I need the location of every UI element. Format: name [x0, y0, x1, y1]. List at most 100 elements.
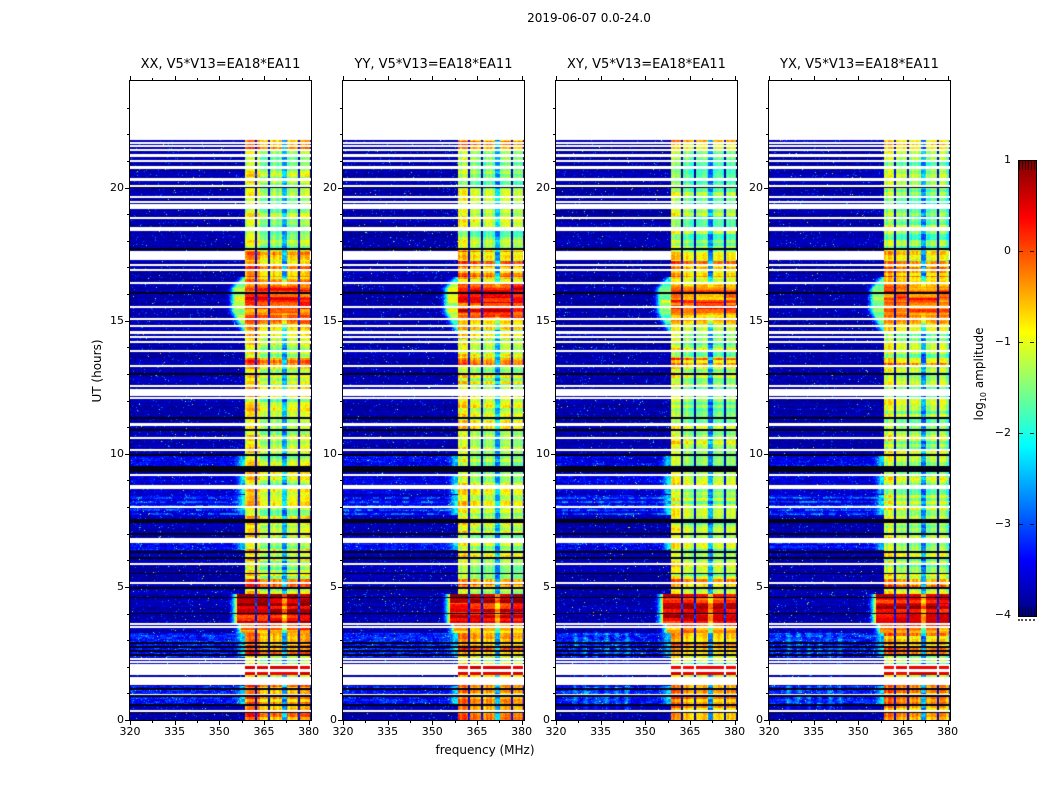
x-tick-label: 380 [298, 725, 320, 738]
y-tick-label: 15 [536, 313, 550, 327]
colorbar [1018, 160, 1037, 617]
y-minor-tick [766, 560, 768, 562]
x-tick-top [902, 76, 904, 80]
y-minor-tick [340, 400, 342, 402]
colorbar-tick-dash-right [1030, 524, 1034, 525]
panel-frame-yx [768, 80, 951, 721]
y-tick [338, 586, 342, 588]
y-minor-tick [340, 134, 342, 136]
x-minor-tick [409, 721, 411, 723]
y-minor-tick [340, 640, 342, 642]
y-minor-tick [340, 427, 342, 429]
y-minor-tick [553, 267, 555, 269]
panel-frame-yy [342, 80, 525, 721]
x-tick-top [813, 76, 815, 80]
y-tick-label: 5 [330, 579, 337, 593]
x-tick-top [600, 76, 602, 80]
y-minor-tick [553, 294, 555, 295]
y-tick-label: 0 [117, 713, 124, 726]
y-minor-tick [127, 134, 129, 136]
y-tick-label: 5 [117, 579, 124, 593]
x-tick-top [734, 76, 736, 80]
y-minor-tick [553, 400, 555, 402]
y-minor-tick [127, 400, 129, 402]
y-tick [338, 187, 342, 189]
y-tick-label: 15 [749, 313, 763, 327]
y-tick-label: 0 [756, 713, 763, 726]
y-tick [764, 187, 768, 189]
y-minor-tick [553, 507, 555, 508]
x-tick [219, 721, 221, 725]
y-minor-tick [340, 560, 342, 562]
y-minor-tick [340, 347, 342, 349]
colorbar-label-pre: log [971, 402, 986, 421]
colorbar-extend-dots [1018, 619, 1035, 621]
y-minor-tick [340, 507, 342, 508]
colorbar-label: log10 amplitude [972, 328, 988, 421]
y-minor-tick [340, 533, 342, 535]
x-minor-tick [241, 721, 243, 723]
x-tick [813, 721, 815, 725]
x-tick [769, 721, 770, 725]
y-minor-tick [127, 693, 129, 695]
y-tick [551, 586, 555, 588]
y-tick [764, 720, 768, 721]
x-minor-tick-top [835, 78, 837, 80]
y-minor-tick [340, 666, 342, 668]
x-tick [521, 721, 523, 725]
y-minor-tick [127, 373, 129, 375]
x-minor-tick [622, 721, 624, 723]
colorbar-tick-dash-right [1030, 433, 1034, 434]
panel-title-yx: YX, V5*V13=EA18*EA11 [780, 57, 939, 72]
y-minor-tick [553, 134, 555, 136]
y-tick-label: 20 [110, 180, 124, 194]
y-minor-tick [127, 533, 129, 535]
y-minor-tick [340, 373, 342, 375]
y-tick-label: 10 [323, 446, 337, 460]
y-tick-label: 10 [749, 446, 763, 460]
colorbar-tick-label: −2 [994, 426, 1011, 439]
y-minor-tick [766, 267, 768, 269]
x-minor-tick-top [712, 78, 714, 80]
y-minor-tick [553, 107, 555, 109]
x-tick-label: 350 [634, 725, 656, 738]
y-minor-tick [127, 267, 129, 269]
y-minor-tick [127, 666, 129, 668]
y-minor-tick [127, 214, 129, 216]
x-tick-label: 380 [511, 725, 533, 738]
y-minor-tick [553, 347, 555, 349]
y-tick [764, 586, 768, 588]
x-tick [130, 721, 131, 725]
y-tick [551, 187, 555, 189]
y-tick [551, 453, 555, 455]
x-tick-top [174, 76, 176, 80]
x-minor-tick-top [365, 78, 367, 80]
x-tick-label: 380 [724, 725, 746, 738]
x-minor-tick [835, 721, 837, 723]
x-tick-top [263, 76, 265, 80]
y-minor-tick [553, 666, 555, 668]
x-minor-tick-top [152, 78, 154, 80]
panel-frame-xy [555, 80, 738, 721]
y-tick [125, 586, 129, 588]
x-tick-top [947, 76, 949, 80]
y-tick-label: 5 [543, 579, 550, 593]
x-tick-top [432, 76, 434, 80]
x-tick-top [521, 76, 523, 80]
x-minor-tick-top [241, 78, 243, 80]
y-tick [764, 320, 768, 322]
colorbar-tick-label: 0 [1004, 244, 1011, 257]
x-minor-tick [286, 721, 288, 723]
x-tick [263, 721, 265, 725]
y-minor-tick [553, 640, 555, 642]
x-minor-tick [667, 721, 669, 723]
colorbar-tick-dash-left [1019, 251, 1023, 252]
x-tick-label: 380 [937, 725, 959, 738]
y-tick [125, 187, 129, 189]
y-tick-label: 20 [323, 180, 337, 194]
colorbar-tick-label: −3 [994, 517, 1011, 530]
x-tick-top [769, 76, 770, 80]
y-minor-tick [766, 160, 768, 162]
colorbar-tick-dash-left [1019, 342, 1023, 343]
x-minor-tick-top [622, 78, 624, 80]
